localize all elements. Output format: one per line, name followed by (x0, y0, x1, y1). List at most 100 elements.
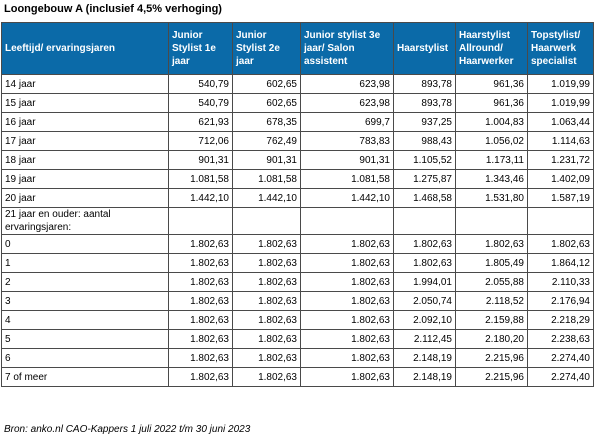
wage-cell: 1.802,63 (232, 253, 301, 273)
wage-cell: 2.112,45 (393, 329, 456, 349)
table-row: 2 1.802,63 1.802,63 1.802,63 1.994,01 2.055,8… (1, 272, 594, 292)
wage-cell: 893,78 (393, 74, 456, 94)
wage-cell: 2.055,88 (455, 272, 528, 292)
wage-cell: 1.802,63 (300, 291, 394, 311)
wage-cell: 1.802,63 (168, 272, 233, 292)
wage-cell: 1.802,63 (232, 310, 301, 330)
wage-cell: 1.231,72 (527, 150, 594, 170)
wage-cell: 1.994,01 (393, 272, 456, 292)
wage-cell: 1.802,63 (527, 234, 594, 254)
table-row: 1 1.802,63 1.802,63 1.802,63 1.802,63 1.805,4… (1, 253, 594, 273)
row-label: 20 jaar (1, 188, 169, 208)
wage-cell: 783,83 (300, 131, 394, 151)
row-label: 15 jaar (1, 93, 169, 113)
table-row: 15 jaar 540,79 602,65 623,98 893,78 961,36 1.0… (1, 93, 594, 113)
wage-cell: 602,65 (232, 74, 301, 94)
wage-cell: 678,35 (232, 112, 301, 132)
row-label: 14 jaar (1, 74, 169, 94)
wage-cell (300, 207, 394, 235)
wage-cell: 1.019,99 (527, 93, 594, 113)
table-header-row: Leeftijd/ ervaringsjaren Junior Stylist … (1, 22, 594, 75)
row-label: 7 of meer (1, 367, 169, 387)
wage-cell: 1.802,63 (168, 253, 233, 273)
header-cell: Junior Stylist 2e jaar (232, 22, 301, 75)
wage-cell: 1.081,58 (300, 169, 394, 189)
page-title: Loongebouw A (inclusief 4,5% verhoging) (4, 3, 222, 15)
wage-cell: 1.105,52 (393, 150, 456, 170)
row-label: 16 jaar (1, 112, 169, 132)
wage-cell: 2.215,96 (455, 348, 528, 368)
wage-cell: 1.802,63 (300, 367, 394, 387)
wage-cell (232, 207, 301, 235)
table-row: 14 jaar 540,79 602,65 623,98 893,78 961,36 1.0… (1, 74, 594, 94)
table-row: 19 jaar 1.081,58 1.081,58 1.081,58 1.275,87 1… (1, 169, 594, 189)
wage-cell: 2.215,96 (455, 367, 528, 387)
wage-cell: 2.218,29 (527, 310, 594, 330)
wage-cell: 1.802,63 (300, 234, 394, 254)
wage-cell: 2.118,52 (455, 291, 528, 311)
wage-cell (455, 207, 528, 235)
wage-cell: 1.802,63 (232, 348, 301, 368)
row-label: 0 (1, 234, 169, 254)
wage-cell: 2.238,63 (527, 329, 594, 349)
row-label: 1 (1, 253, 169, 273)
wage-cell: 1.081,58 (232, 169, 301, 189)
wage-cell: 1.468,58 (393, 188, 456, 208)
row-label: 4 (1, 310, 169, 330)
wage-cell: 1.802,63 (232, 272, 301, 292)
wage-cell: 1.063,44 (527, 112, 594, 132)
wage-cell: 901,31 (168, 150, 233, 170)
wage-cell: 961,36 (455, 93, 528, 113)
wage-cell: 1.802,63 (393, 234, 456, 254)
row-label: 6 (1, 348, 169, 368)
table-row: 7 of meer 1.802,63 1.802,63 1.802,63 2.148,1… (1, 367, 594, 387)
wage-cell: 762,49 (232, 131, 301, 151)
header-cell: Leeftijd/ ervaringsjaren (1, 22, 169, 75)
wage-cell: 2.092,10 (393, 310, 456, 330)
wage-cell: 1.081,58 (168, 169, 233, 189)
table-row: 0 1.802,63 1.802,63 1.802,63 1.802,63 1.802,6… (1, 234, 594, 254)
wage-cell: 2.274,40 (527, 367, 594, 387)
wage-cell: 1.114,63 (527, 131, 594, 151)
wage-cell: 1.442,10 (232, 188, 301, 208)
row-label: 5 (1, 329, 169, 349)
wage-cell: 988,43 (393, 131, 456, 151)
wage-cell: 1.802,63 (168, 348, 233, 368)
wage-cell: 1.802,63 (393, 253, 456, 273)
wage-cell: 602,65 (232, 93, 301, 113)
table-row: 5 1.802,63 1.802,63 1.802,63 2.112,45 2.180,2… (1, 329, 594, 349)
wage-cell: 2.180,20 (455, 329, 528, 349)
row-label: 19 jaar (1, 169, 169, 189)
wage-cell: 1.805,49 (455, 253, 528, 273)
table-row: 6 1.802,63 1.802,63 1.802,63 2.148,19 2.215,9… (1, 348, 594, 368)
wage-cell: 1.864,12 (527, 253, 594, 273)
row-label: 21 jaar en ouder: aantal ervaringsjaren: (1, 207, 169, 235)
wage-cell (393, 207, 456, 235)
header-cell: Junior stylist 3e jaar/ Salon assistent (300, 22, 394, 75)
source-note: Bron: anko.nl CAO-Kappers 1 juli 2022 t/… (4, 424, 251, 435)
row-label: 2 (1, 272, 169, 292)
wage-cell: 1.802,63 (168, 367, 233, 387)
wage-cell: 893,78 (393, 93, 456, 113)
wage-table: Leeftijd/ ervaringsjaren Junior Stylist … (1, 22, 594, 387)
wage-cell: 901,31 (300, 150, 394, 170)
table-row: 17 jaar 712,06 762,49 783,83 988,43 1.056,02 1… (1, 131, 594, 151)
table-row: 3 1.802,63 1.802,63 1.802,63 2.050,74 2.118,5… (1, 291, 594, 311)
wage-cell: 1.004,83 (455, 112, 528, 132)
wage-cell: 1.802,63 (300, 253, 394, 273)
wage-cell (527, 207, 594, 235)
wage-cell: 1.802,63 (455, 234, 528, 254)
wage-cell: 901,31 (232, 150, 301, 170)
wage-cell: 1.802,63 (300, 329, 394, 349)
wage-cell: 2.159,88 (455, 310, 528, 330)
header-cell: Junior Stylist 1e jaar (168, 22, 233, 75)
wage-cell: 1.802,63 (300, 310, 394, 330)
wage-cell: 1.275,87 (393, 169, 456, 189)
table-row: 20 jaar 1.442,10 1.442,10 1.442,10 1.468,58 1… (1, 188, 594, 208)
wage-cell: 712,06 (168, 131, 233, 151)
wage-cell: 2.110,33 (527, 272, 594, 292)
wage-cell: 1.802,63 (168, 291, 233, 311)
wage-cell: 1.056,02 (455, 131, 528, 151)
wage-cell: 1.442,10 (168, 188, 233, 208)
wage-cell: 1.802,63 (232, 234, 301, 254)
